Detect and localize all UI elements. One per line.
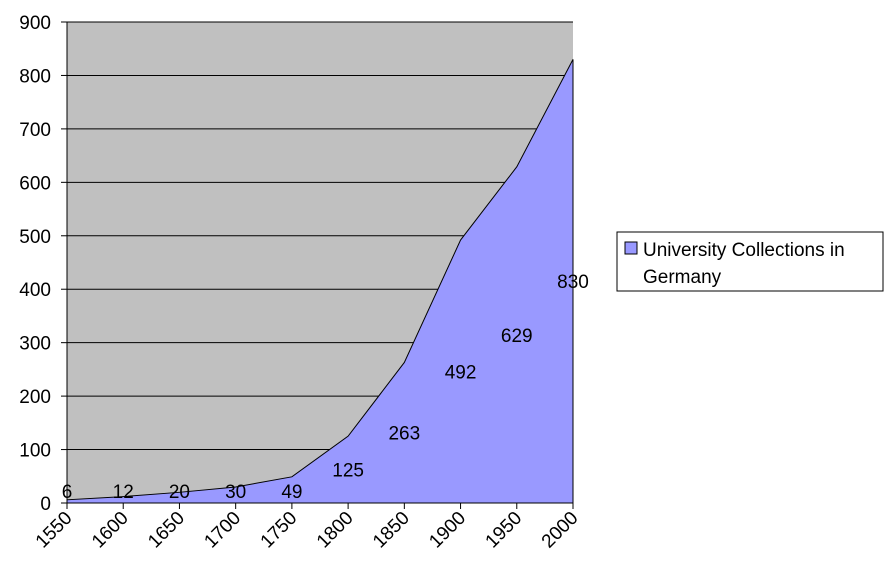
data-point-1800 xyxy=(348,436,349,437)
x-tick-label-1950: 1950 xyxy=(482,508,527,553)
x-tick-label-1850: 1850 xyxy=(369,508,414,553)
data-point-2000 xyxy=(573,59,574,60)
series-area xyxy=(66,59,574,504)
x-tick-label-1750: 1750 xyxy=(257,508,302,553)
data-label-1700: 30 xyxy=(225,482,246,503)
x-tick-label-1700: 1700 xyxy=(200,508,245,553)
legend-label-line-1: University Collections in xyxy=(643,240,845,261)
data-point-1950 xyxy=(516,166,517,167)
y-tick-label-600: 600 xyxy=(19,173,51,194)
data-label-1950: 629 xyxy=(501,326,533,347)
x-axis-ticks: 1550 1600 1650 1700 1750 1800 1850 1900 1950 2000 xyxy=(32,503,583,552)
data-label-1650: 20 xyxy=(169,482,190,503)
y-tick-label-800: 800 xyxy=(19,66,51,87)
y-tick-label-300: 300 xyxy=(19,334,51,355)
legend: University Collections in Germany xyxy=(616,231,884,292)
data-label-1850: 263 xyxy=(388,424,420,445)
y-axis-ticks: 0 100 200 300 400 500 600 700 800 900 xyxy=(19,13,67,515)
y-tick-label-700: 700 xyxy=(19,120,51,141)
y-tick-label-200: 200 xyxy=(19,387,51,408)
y-tick-label-500: 500 xyxy=(19,227,51,248)
x-tick-label-1800: 1800 xyxy=(313,508,358,553)
data-point-1750 xyxy=(291,476,292,477)
legend-box xyxy=(616,231,884,292)
data-label-1550: 6 xyxy=(62,482,73,503)
legend-swatch xyxy=(624,241,638,255)
legend-label-line-2: Germany xyxy=(643,267,722,288)
series-area-university-collections xyxy=(66,59,574,504)
data-label-1900: 492 xyxy=(445,363,477,384)
gridlines xyxy=(67,21,573,451)
y-tick-label-900: 900 xyxy=(19,13,51,34)
axes xyxy=(66,22,573,504)
data-label-1600: 12 xyxy=(113,482,134,503)
x-tick-label-2000: 2000 xyxy=(538,508,583,553)
data-label-1750: 49 xyxy=(281,482,302,503)
x-tick-label-1900: 1900 xyxy=(425,508,470,553)
data-point-1900 xyxy=(460,240,461,241)
data-point-1850 xyxy=(404,362,405,363)
y-tick-label-0: 0 xyxy=(40,494,51,515)
data-labels: 6 12 20 30 49 125 263 492 629 830 xyxy=(62,272,589,503)
y-tick-label-100: 100 xyxy=(19,441,51,462)
x-tick-label-1650: 1650 xyxy=(144,508,189,553)
data-label-2000: 830 xyxy=(557,272,589,293)
data-label-1800: 125 xyxy=(332,461,364,482)
x-tick-label-1600: 1600 xyxy=(88,508,133,553)
x-tick-label-1550: 1550 xyxy=(32,508,77,553)
y-tick-label-400: 400 xyxy=(19,280,51,301)
